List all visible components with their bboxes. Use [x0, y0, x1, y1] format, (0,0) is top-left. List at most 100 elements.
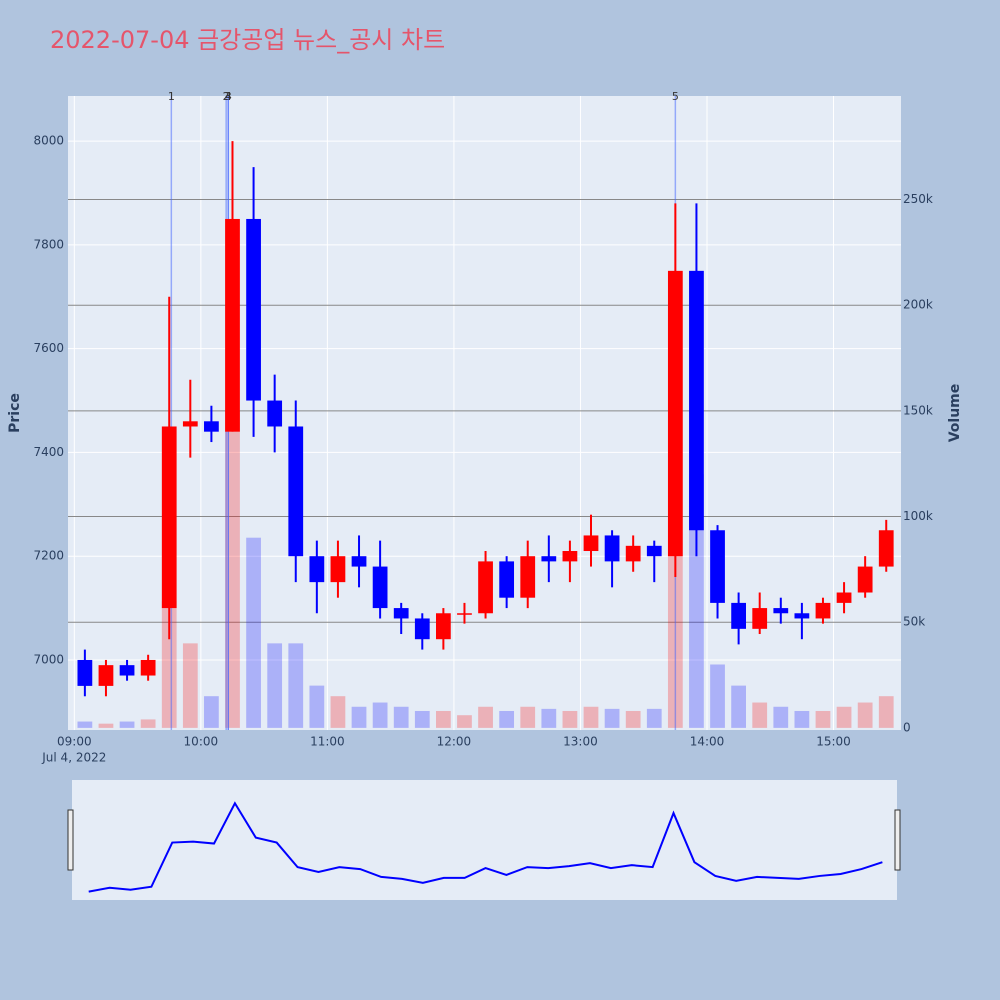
- candle-body: [478, 561, 493, 614]
- candle-body: [646, 545, 662, 557]
- slider-line: [88, 801, 883, 893]
- volume-bar: [225, 410, 240, 728]
- volume-bar: [309, 685, 325, 728]
- y2-tick-label: 0: [903, 720, 911, 734]
- x-date-label: Jul 4, 2022: [41, 751, 106, 765]
- candle-body: [204, 421, 219, 432]
- volume-bar: [267, 643, 283, 728]
- y2-tick-label: 50k: [903, 615, 925, 629]
- volume-bar: [731, 685, 746, 728]
- x-tick-label: 10:00: [184, 735, 219, 749]
- marker-label: 5: [672, 90, 679, 103]
- y2-tick-label: 100k: [903, 509, 933, 523]
- volume-bar: [351, 706, 367, 728]
- candle-body: [878, 530, 894, 567]
- candle-body: [499, 561, 515, 598]
- slider-handle[interactable]: [894, 809, 901, 871]
- volume-bar: [414, 710, 430, 728]
- candle-body: [710, 530, 725, 603]
- volume-bar: [541, 708, 557, 728]
- x-tick-label: 13:00: [563, 735, 598, 749]
- marker-label: 4: [225, 90, 232, 103]
- candle-body: [541, 556, 557, 562]
- candle-body: [794, 613, 810, 619]
- y-tick-label: 7800: [33, 237, 64, 251]
- candle-body: [309, 556, 325, 583]
- volume-bar: [393, 706, 409, 728]
- marker-label: 1: [168, 90, 175, 103]
- candle-body: [773, 608, 789, 614]
- y-tick-label: 7000: [33, 652, 64, 666]
- x-tick-label: 12:00: [437, 735, 472, 749]
- candle-body: [604, 535, 620, 562]
- volume-bar: [646, 708, 662, 728]
- volume-bar: [710, 664, 725, 728]
- candle-body: [414, 618, 430, 640]
- candle-body: [246, 218, 261, 401]
- candle-body: [457, 613, 472, 615]
- y-tick-label: 7200: [33, 549, 64, 563]
- volume-bar: [625, 710, 641, 728]
- range-slider[interactable]: [72, 780, 897, 900]
- volume-bar: [330, 696, 346, 728]
- candle-body: [330, 556, 346, 583]
- volume-bar: [836, 706, 852, 728]
- candle-body: [161, 426, 177, 609]
- plot-area: [68, 96, 901, 730]
- volume-bar: [752, 702, 768, 728]
- volume-bar: [161, 601, 177, 728]
- volume-bar: [857, 702, 873, 728]
- y2-tick-label: 150k: [903, 403, 933, 417]
- y-tick-label: 7400: [33, 445, 64, 459]
- y2-tick-label: 200k: [903, 298, 933, 312]
- candle-body: [119, 665, 135, 676]
- y-tick-label: 7600: [33, 341, 64, 355]
- candle-body: [520, 556, 536, 598]
- volume-bar: [98, 723, 114, 728]
- volume-bar: [204, 696, 219, 728]
- candle-body: [625, 545, 641, 562]
- volume-bar: [140, 719, 156, 728]
- volume-bar: [372, 702, 388, 728]
- candle-body: [583, 535, 599, 552]
- y-axis-title: Price: [7, 393, 23, 433]
- candle-body: [182, 421, 198, 427]
- candle-body: [351, 556, 367, 567]
- volume-bar: [457, 715, 472, 728]
- chart-title: 2022-07-04 금강공업 뉴스_공시 차트: [50, 26, 445, 54]
- volume-bar: [604, 708, 620, 728]
- candle-body: [267, 400, 283, 427]
- slider-handle[interactable]: [67, 809, 74, 871]
- candle-body: [689, 270, 704, 531]
- x-tick-label: 14:00: [690, 735, 725, 749]
- candle-body: [562, 551, 578, 562]
- volume-bar: [794, 710, 810, 728]
- candle-body: [752, 608, 768, 629]
- volume-bar: [182, 643, 198, 728]
- volume-bar: [815, 710, 831, 728]
- candle-body: [393, 608, 409, 619]
- volume-bar: [288, 643, 304, 728]
- volume-bar: [499, 710, 515, 728]
- volume-bar: [119, 721, 135, 728]
- candle-body: [98, 665, 114, 686]
- candle-body: [77, 659, 93, 686]
- y2-tick-label: 250k: [903, 192, 933, 206]
- marker-label: 2: [223, 90, 230, 103]
- volume-bar: [435, 710, 451, 728]
- candle-body: [815, 602, 831, 619]
- volume-bar: [520, 706, 536, 728]
- candle-body: [731, 602, 746, 629]
- x-tick-label: 09:00: [57, 735, 92, 749]
- volume-bar: [878, 696, 894, 728]
- x-tick-label: 15:00: [816, 735, 851, 749]
- volume-bar: [77, 721, 93, 728]
- volume-bar: [478, 706, 493, 728]
- candle-body: [435, 613, 451, 640]
- volume-bar: [246, 537, 261, 728]
- candle-body: [225, 218, 240, 432]
- x-tick-label: 11:00: [310, 735, 345, 749]
- y-tick-label: 8000: [33, 134, 64, 148]
- candle-body: [140, 659, 156, 676]
